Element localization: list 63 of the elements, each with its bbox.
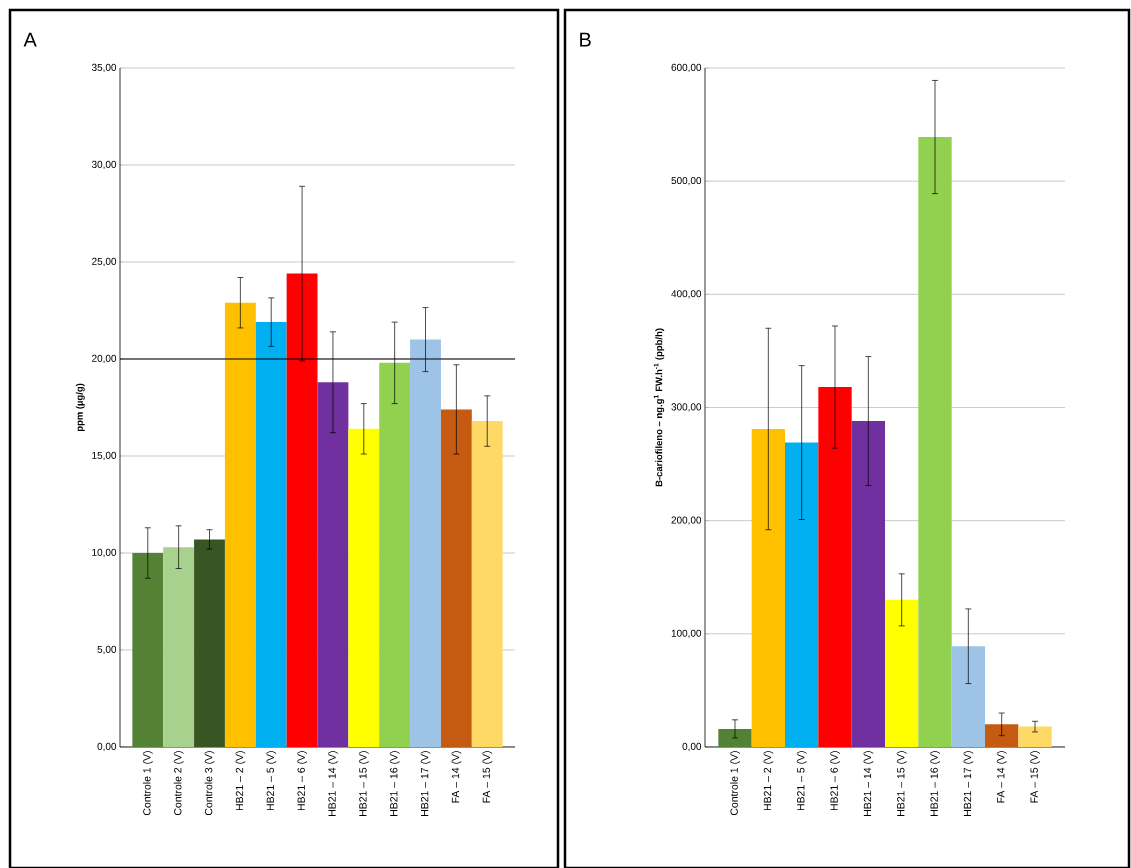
y-tick-label: 35,00: [91, 63, 117, 73]
bar: [785, 442, 819, 747]
y-tick-label: 300,00: [671, 403, 702, 412]
bar: [317, 382, 349, 747]
y-tick-label: 30,00: [91, 160, 117, 170]
x-tick-label: HB21 – 5 (V): [796, 751, 807, 811]
y-tick-label: 5,00: [97, 645, 117, 655]
chart-title: A: [23, 32, 37, 47]
y-tick-label: 400,00: [671, 290, 702, 299]
bar: [163, 547, 195, 747]
y-tick-label: 0,00: [97, 742, 117, 752]
x-tick-label: HB21 – 16 (V): [389, 751, 400, 816]
x-tick-label: Controle 1 (V): [730, 751, 740, 816]
bar: [471, 421, 503, 747]
y-tick-label: 20,00: [92, 354, 117, 364]
x-tick-label: FA – 14 (V): [996, 751, 1007, 803]
x-tick-label: HB21 – 14 (V): [863, 751, 874, 816]
x-tick-label: FA – 15 (V): [1030, 751, 1040, 803]
x-tick-label: HB21 – 14 (V): [328, 751, 338, 816]
bar: [918, 137, 952, 747]
bar: [851, 421, 886, 747]
bar: [718, 728, 752, 747]
y-tick-label: 600,00: [671, 63, 702, 73]
y-tick-label: 100,00: [671, 629, 702, 638]
x-tick-label: Controle 2 (V): [173, 751, 184, 816]
x-tick-label: HB21 – 5 (V): [266, 751, 277, 811]
bar: [286, 273, 318, 747]
bar: [885, 599, 919, 747]
y-tick-label: 200,00: [671, 516, 702, 525]
x-tick-label: HB21 – 2 (V): [763, 751, 774, 811]
bar: [194, 539, 225, 747]
x-tick-label: HB21 – 6 (V): [830, 751, 840, 811]
y-axis-title: ppm (µg/g): [75, 383, 85, 432]
bar: [751, 428, 786, 747]
y-tick-label: 25,00: [92, 257, 117, 267]
x-tick-label: Controle 3 (V): [204, 751, 215, 816]
bar: [410, 339, 441, 747]
bar: [985, 724, 1019, 747]
x-tick-label: HB21 – 15 (V): [358, 751, 369, 816]
chart-title: B: [580, 32, 591, 47]
bar: [224, 302, 256, 747]
x-tick-label: FA – 15 (V): [482, 751, 493, 803]
x-tick-label: HB21 – 15 (V): [896, 751, 907, 816]
y-tick-label: 15,00: [92, 451, 117, 461]
y-tick-label: 500,00: [671, 177, 702, 186]
bar: [818, 387, 852, 747]
x-tick-label: Controle 1 (V): [142, 751, 153, 816]
x-tick-label: HB21 – 16 (V): [930, 751, 940, 816]
bar: [348, 428, 380, 747]
bar: [1018, 726, 1052, 747]
y-axis-title: B-cariofileno – ng.g$^{1}$ FW.h$^{-1}$ (ppb/h): [653, 328, 665, 487]
x-tick-label: FA – 14 (V): [451, 751, 462, 803]
x-tick-label: HB21 – 2 (V): [235, 751, 246, 811]
x-tick-label: HB21 – 17 (V): [963, 751, 974, 816]
y-tick-label: 10,00: [92, 548, 117, 558]
bar: [132, 552, 164, 747]
x-tick-label: HB21 – 17 (V): [420, 751, 431, 816]
bar: [951, 646, 986, 747]
x-tick-label: HB21 – 6 (V): [297, 751, 307, 811]
bar: [440, 409, 472, 747]
y-tick-label: 0,00: [682, 742, 702, 752]
bar: [379, 362, 411, 747]
bar: [255, 322, 287, 747]
